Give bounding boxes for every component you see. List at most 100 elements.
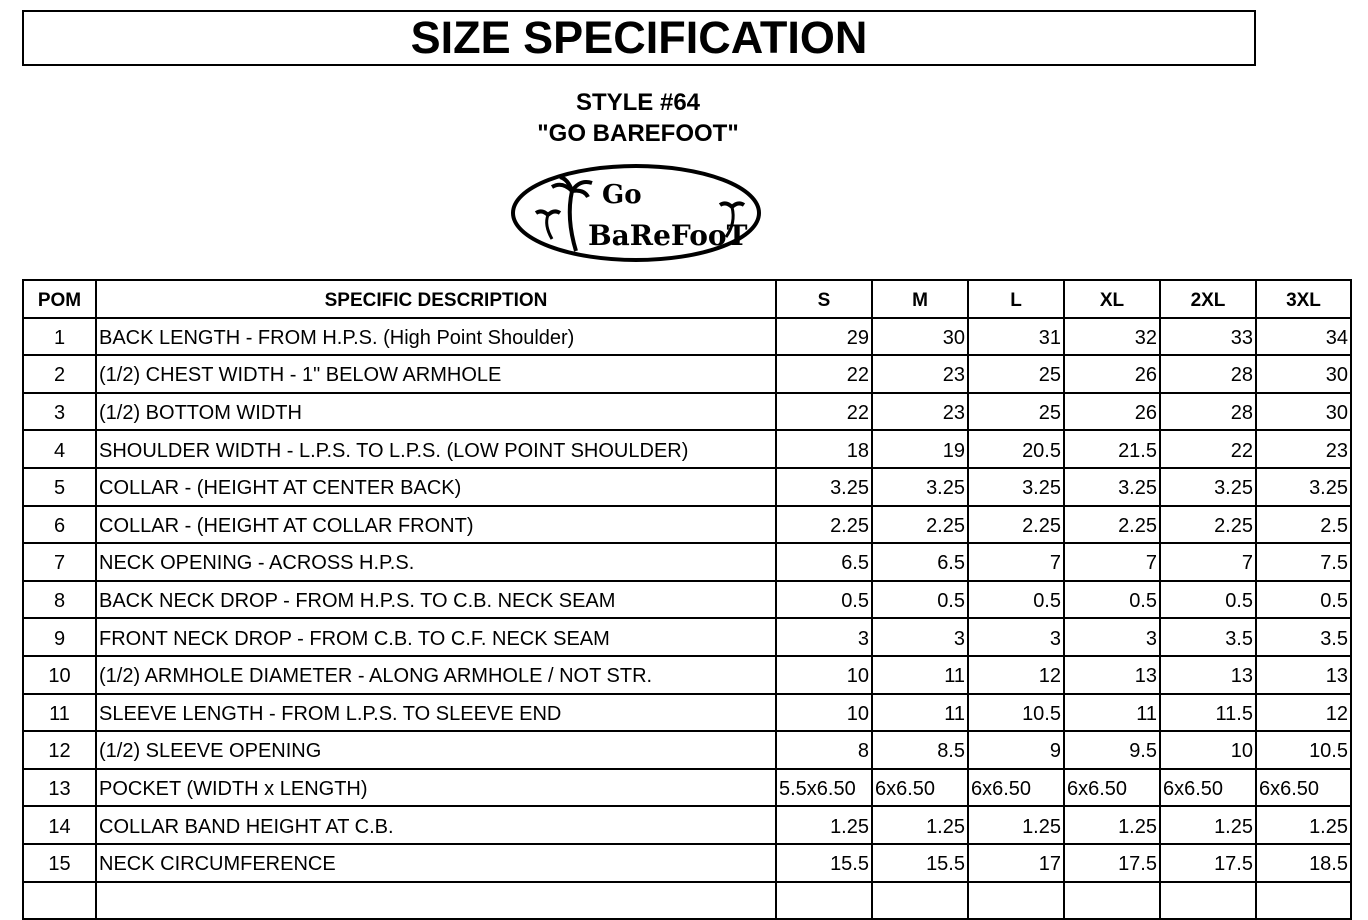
measurement-cell: 6.5 <box>871 542 969 582</box>
measurement-cell: 0.5 <box>1255 579 1352 620</box>
table-row: 2 (1/2) CHEST WIDTH - 1" BELOW ARMHOLE 22 2… <box>22 354 1352 394</box>
header-size: S <box>775 279 873 319</box>
measurement-cell: 0.5 <box>1063 579 1161 620</box>
pom-cell: 5 <box>22 466 97 507</box>
logo-text-go: Go <box>602 180 642 210</box>
description-cell: BACK LENGTH - FROM H.P.S. (High Point Sh… <box>95 316 777 357</box>
measurement-cell: 6x6.50 <box>1255 767 1352 808</box>
description-cell: COLLAR - (HEIGHT AT CENTER BACK) <box>95 466 777 507</box>
measurement-cell: 25 <box>967 354 1065 394</box>
measurement-cell: 13 <box>1255 654 1352 695</box>
palm-tree-icon <box>534 175 746 252</box>
measurement-cell: 12 <box>1255 692 1352 733</box>
pom-cell: 7 <box>22 542 97 582</box>
description-cell: COLLAR BAND HEIGHT AT C.B. <box>95 805 777 845</box>
measurement-cell: 34 <box>1255 316 1352 357</box>
table-row: 14 COLLAR BAND HEIGHT AT C.B. 1.25 1.25 1.25… <box>22 805 1352 845</box>
header-size: 2XL <box>1159 279 1257 319</box>
measurement-cell: 1.25 <box>775 805 873 845</box>
header-size: M <box>871 279 969 319</box>
table-row: 8 BACK NECK DROP - FROM H.P.S. TO C.B. NE… <box>22 579 1352 620</box>
measurement-cell: 7 <box>1159 542 1257 582</box>
header-size: XL <box>1063 279 1161 319</box>
pom-cell: 2 <box>22 354 97 394</box>
measurement-cell: 30 <box>1255 354 1352 394</box>
style-number: STYLE #64 <box>575 89 701 116</box>
measurement-cell: 18.5 <box>1255 842 1352 883</box>
pom-cell <box>22 880 97 920</box>
measurement-cell: 10.5 <box>1255 730 1352 770</box>
header-description: SPECIFIC DESCRIPTION <box>95 279 777 319</box>
measurement-cell: 1.25 <box>1063 805 1161 845</box>
measurement-cell: 12 <box>967 654 1065 695</box>
description-cell: (1/2) BOTTOM WIDTH <box>95 391 777 432</box>
measurement-cell: 3 <box>775 617 873 657</box>
measurement-cell: 23 <box>871 391 969 432</box>
measurement-cell <box>1255 880 1352 920</box>
measurement-cell: 7 <box>967 542 1065 582</box>
pom-cell: 10 <box>22 654 97 695</box>
header-size: L <box>967 279 1065 319</box>
measurement-cell: 6x6.50 <box>967 767 1065 808</box>
measurement-cell: 3 <box>871 617 969 657</box>
measurement-cell: 3.25 <box>775 466 873 507</box>
measurement-cell: 3 <box>1063 617 1161 657</box>
measurement-cell: 3.25 <box>871 466 969 507</box>
measurement-cell: 1.25 <box>871 805 969 845</box>
pom-cell: 11 <box>22 692 97 733</box>
measurement-cell: 0.5 <box>775 579 873 620</box>
measurement-cell <box>871 880 969 920</box>
measurement-cell: 0.5 <box>1159 579 1257 620</box>
measurement-cell: 25 <box>967 391 1065 432</box>
description-cell <box>95 880 777 920</box>
measurement-cell: 3.5 <box>1255 617 1352 657</box>
measurement-cell: 6x6.50 <box>871 767 969 808</box>
measurement-cell: 1.25 <box>967 805 1065 845</box>
measurement-cell: 3.25 <box>1063 466 1161 507</box>
pom-cell: 6 <box>22 504 97 545</box>
pom-cell: 9 <box>22 617 97 657</box>
measurement-cell: 3 <box>967 617 1065 657</box>
measurement-cell: 30 <box>871 316 969 357</box>
pom-cell: 4 <box>22 429 97 469</box>
description-cell: NECK CIRCUMFERENCE <box>95 842 777 883</box>
measurement-cell: 11.5 <box>1159 692 1257 733</box>
measurement-cell: 17 <box>967 842 1065 883</box>
measurement-cell: 10 <box>1159 730 1257 770</box>
table-row: 7 NECK OPENING - ACROSS H.P.S. 6.5 6.5 7 7 7 7.… <box>22 542 1352 582</box>
measurement-cell: 15.5 <box>871 842 969 883</box>
measurement-cell: 3.25 <box>1255 466 1352 507</box>
description-cell: (1/2) SLEEVE OPENING <box>95 730 777 770</box>
pom-cell: 15 <box>22 842 97 883</box>
pom-cell: 12 <box>22 730 97 770</box>
measurement-cell <box>967 880 1065 920</box>
measurement-cell: 23 <box>1255 429 1352 469</box>
description-cell: POCKET (WIDTH x LENGTH) <box>95 767 777 808</box>
pom-cell: 1 <box>22 316 97 357</box>
measurement-cell: 11 <box>1063 692 1161 733</box>
measurement-cell: 2.25 <box>967 504 1065 545</box>
measurement-cell: 11 <box>871 654 969 695</box>
table-row: 13 POCKET (WIDTH x LENGTH) 5.5x6.50 6x6.50 6… <box>22 767 1352 808</box>
measurement-cell: 22 <box>775 354 873 394</box>
measurement-cell: 3.25 <box>1159 466 1257 507</box>
table-row <box>22 880 1352 920</box>
pom-cell: 13 <box>22 767 97 808</box>
measurement-cell: 2.5 <box>1255 504 1352 545</box>
measurement-cell: 22 <box>775 391 873 432</box>
measurement-cell: 7.5 <box>1255 542 1352 582</box>
measurement-cell: 2.25 <box>871 504 969 545</box>
table-row: 3 (1/2) BOTTOM WIDTH 22 23 25 26 28 30 <box>22 391 1352 432</box>
measurement-cell: 17.5 <box>1063 842 1161 883</box>
measurement-cell: 11 <box>871 692 969 733</box>
table-row: 10 (1/2) ARMHOLE DIAMETER - ALONG ARMHOLE… <box>22 654 1352 695</box>
measurement-cell: 3.5 <box>1159 617 1257 657</box>
table-row: 4 SHOULDER WIDTH - L.P.S. TO L.P.S. (LOW … <box>22 429 1352 469</box>
measurement-cell: 30 <box>1255 391 1352 432</box>
measurement-cell: 6.5 <box>775 542 873 582</box>
measurement-cell: 1.25 <box>1159 805 1257 845</box>
measurement-cell: 21.5 <box>1063 429 1161 469</box>
table-header-row: POM SPECIFIC DESCRIPTION S M L XL 2XL 3X… <box>22 279 1352 319</box>
measurement-cell: 32 <box>1063 316 1161 357</box>
measurement-cell: 33 <box>1159 316 1257 357</box>
